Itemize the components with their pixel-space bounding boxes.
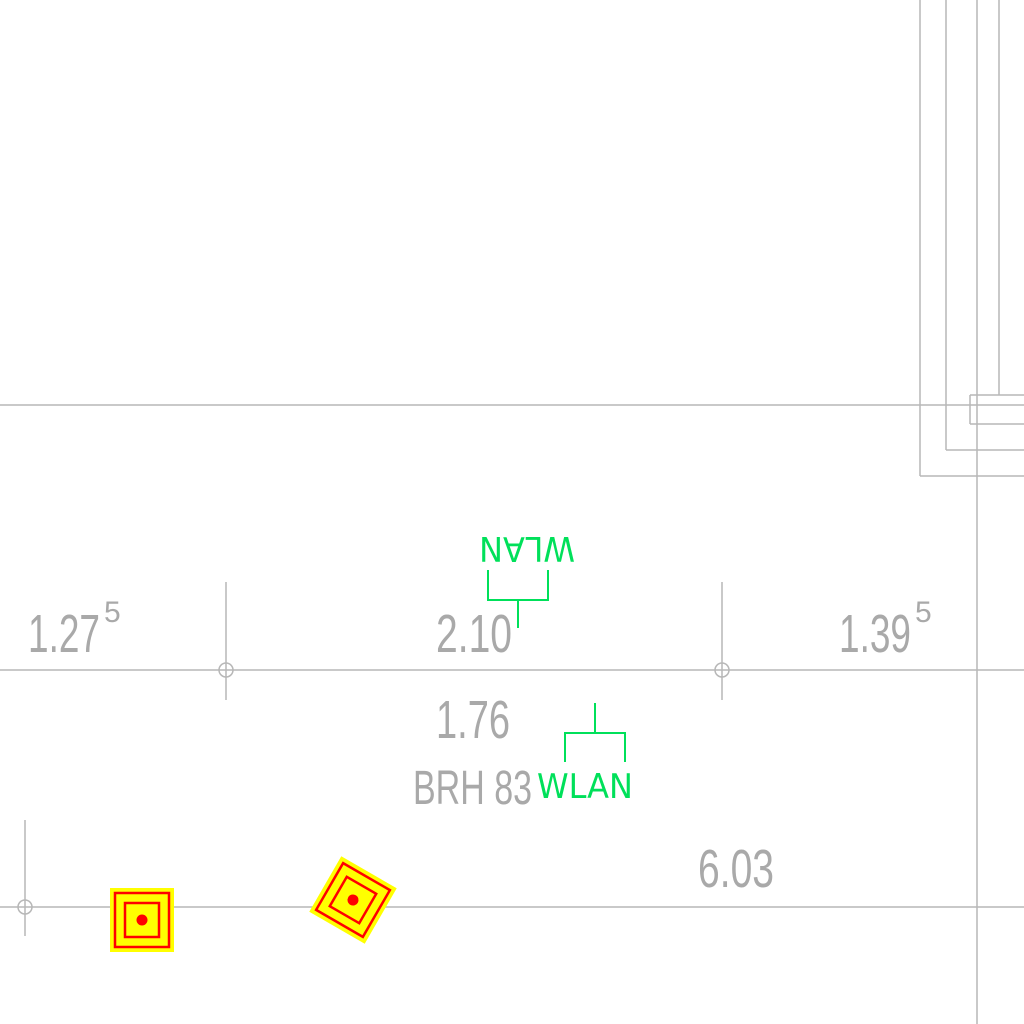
dimension-below: 1.76 [436, 690, 510, 750]
marker-square-dot [136, 914, 148, 926]
marker-diamond-outer [314, 861, 392, 939]
tick-circle-1 [218, 662, 234, 678]
wlan-bracket-lower [564, 732, 626, 762]
ceiling-marker-diamond-icon[interactable] [309, 856, 397, 944]
dimension-right-superscript: 5 [915, 596, 932, 629]
brh-label: BRH 83 [413, 762, 532, 815]
wlan-label-upper: WLAN [479, 528, 575, 568]
wlan-label-lower: WLAN [537, 767, 633, 807]
dimension-left: 1.27 [28, 604, 100, 664]
wlan-access-point-icon[interactable]: WLAN [537, 703, 633, 807]
tick-circle-3 [17, 899, 33, 915]
marker-square-outer [113, 891, 171, 949]
marker-diamond-dot [347, 894, 359, 906]
marker-diamond-inner [328, 875, 378, 925]
tick-circle-2 [714, 662, 730, 678]
dimension-left-superscript: 5 [104, 596, 121, 629]
dimension-bottom: 6.03 [698, 839, 774, 899]
wlan-access-point-icon[interactable]: WLAN [479, 528, 575, 628]
dimension-center: 2.10 [436, 604, 512, 664]
wlan-bracket-upper [487, 570, 549, 601]
dimension-right: 1.39 [839, 604, 911, 664]
ceiling-marker-square-icon[interactable] [110, 888, 174, 952]
dimension-labels: 1.27 5 2.10 1.39 5 1.76 BRH 83 6.03 [28, 596, 932, 899]
dimension-tick-icon [17, 582, 730, 936]
marker-square-inner [123, 901, 161, 939]
